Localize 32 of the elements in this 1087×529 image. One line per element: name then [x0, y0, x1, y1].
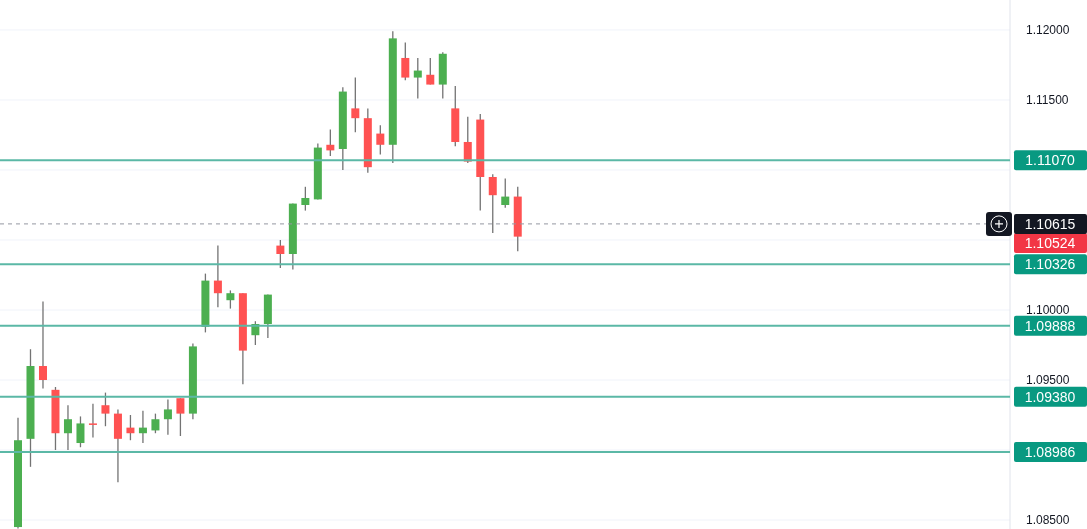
candlestick	[176, 397, 185, 437]
y-tick-label: 1.11500	[1026, 93, 1069, 108]
y-tick-label: 1.10000	[1026, 303, 1070, 318]
candlestick	[376, 124, 385, 156]
y-tick-label: 1.12000	[1026, 23, 1070, 38]
ref-line-label: 1.08986	[1024, 443, 1076, 460]
ref-line-label: 1.10326	[1024, 256, 1076, 273]
candlestick	[413, 57, 422, 100]
candlestick	[226, 289, 235, 310]
ref-line-label: 1.11070	[1025, 152, 1075, 169]
candlestick	[151, 412, 160, 434]
candlestick	[426, 57, 435, 86]
candlestick	[63, 404, 72, 451]
ref-line-label: 1.09888	[1024, 317, 1076, 334]
y-tick-label: 1.09500	[1026, 373, 1070, 388]
candlestick	[276, 239, 285, 269]
candlestick	[401, 41, 410, 82]
candlestick	[463, 116, 472, 164]
candlestick	[76, 415, 85, 448]
y-tick-label: 1.08500	[1026, 513, 1070, 528]
candlestick	[101, 391, 110, 427]
candlestick	[488, 173, 497, 234]
candlestick	[213, 244, 222, 308]
candlestick	[301, 186, 310, 212]
candlestick	[38, 300, 47, 390]
candlestick	[163, 398, 172, 436]
ref-line-label: 1.09380	[1024, 388, 1076, 405]
candlestick	[88, 403, 97, 439]
candlestick	[351, 76, 360, 133]
candlestick	[501, 177, 510, 209]
text: 1.10524	[1024, 234, 1076, 251]
ref-line-label: 1.10615	[1024, 215, 1076, 232]
